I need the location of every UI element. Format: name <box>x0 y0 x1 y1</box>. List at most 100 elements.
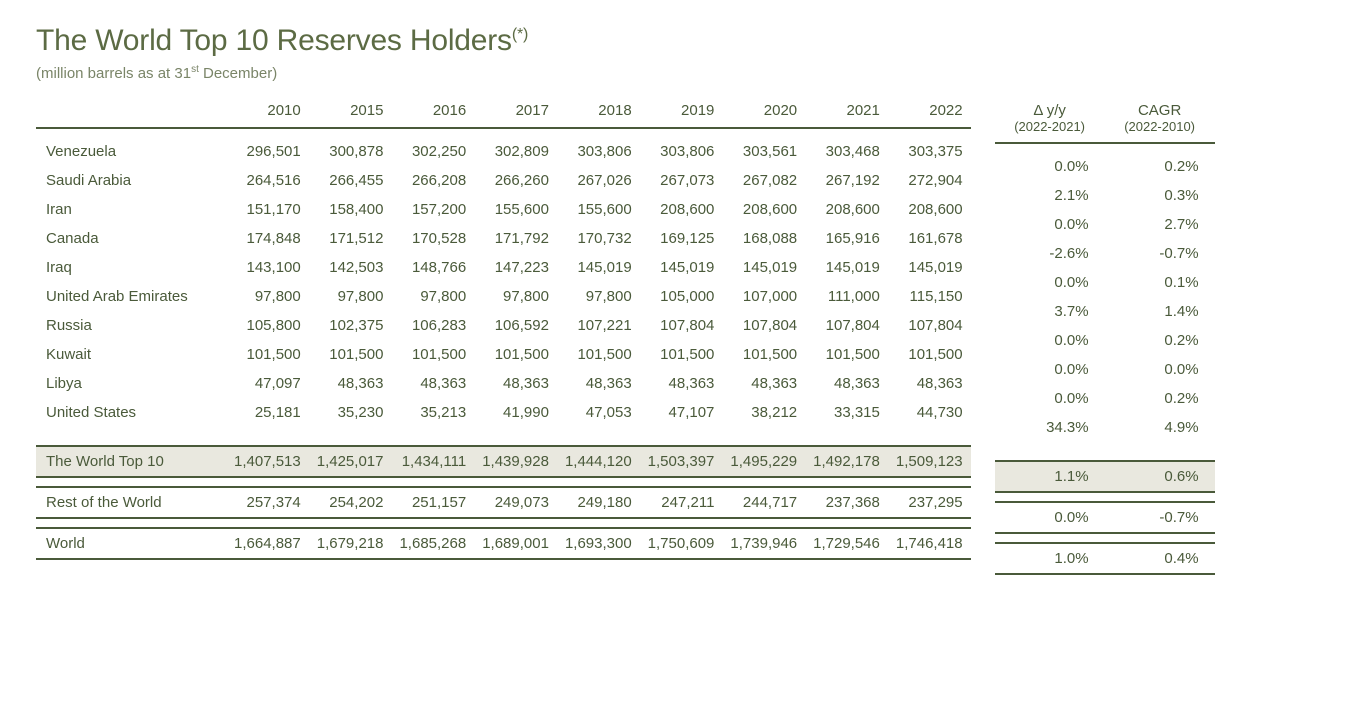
value-cell: 111,000 <box>805 282 888 311</box>
value-cell: 35,213 <box>391 398 474 427</box>
value-cell: 101,500 <box>805 340 888 369</box>
reserves-table: 2010 2015 2016 2017 2018 2019 2020 2021 … <box>36 96 971 560</box>
value-cell: 145,019 <box>805 253 888 282</box>
delta-cell: 3.7% <box>995 297 1105 326</box>
col-cagr: CAGR (2022-2010) <box>1105 96 1215 143</box>
value-cell: 1,407,513 <box>226 446 309 477</box>
col-year: 2019 <box>640 96 723 128</box>
col-year: 2022 <box>888 96 971 128</box>
value-cell: 101,500 <box>640 340 723 369</box>
stats-row: 2.1%0.3% <box>995 181 1215 210</box>
value-cell: 38,212 <box>722 398 805 427</box>
delta-cell: 0.0% <box>995 143 1105 181</box>
header-row: 2010 2015 2016 2017 2018 2019 2020 2021 … <box>36 96 971 128</box>
value-cell: 1,495,229 <box>722 446 805 477</box>
value-cell: 1,746,418 <box>888 528 971 559</box>
value-cell: 1,729,546 <box>805 528 888 559</box>
value-cell: 107,804 <box>888 311 971 340</box>
stats-world: 1.0% 0.4% <box>995 543 1215 574</box>
value-cell: 48,363 <box>805 369 888 398</box>
value-cell: 303,375 <box>888 128 971 166</box>
value-cell: 208,600 <box>888 195 971 224</box>
value-cell: 249,073 <box>474 487 557 518</box>
table-row: Kuwait101,500101,500101,500101,500101,50… <box>36 340 971 369</box>
value-cell: 48,363 <box>557 369 640 398</box>
value-cell: 105,000 <box>640 282 723 311</box>
value-cell: 208,600 <box>640 195 723 224</box>
country-label: Libya <box>36 369 226 398</box>
value-cell: 174,848 <box>226 224 309 253</box>
cagr-cell: 0.1% <box>1105 268 1215 297</box>
country-label: Saudi Arabia <box>36 166 226 195</box>
value-cell: 145,019 <box>557 253 640 282</box>
value-cell: 1,664,887 <box>226 528 309 559</box>
country-label: Canada <box>36 224 226 253</box>
stats-row: 0.0%0.2% <box>995 326 1215 355</box>
value-cell: 48,363 <box>391 369 474 398</box>
cagr-cell: 0.0% <box>1105 355 1215 384</box>
col-delta: Δ y/y (2022-2021) <box>995 96 1105 143</box>
stats-row: 3.7%1.4% <box>995 297 1215 326</box>
table-row: Russia105,800102,375106,283106,592107,22… <box>36 311 971 340</box>
value-cell: 171,792 <box>474 224 557 253</box>
title-text: The World Top 10 Reserves Holders <box>36 24 512 57</box>
cagr-cell: 2.7% <box>1105 210 1215 239</box>
country-label: Iran <box>36 195 226 224</box>
value-cell: 237,368 <box>805 487 888 518</box>
value-cell: 115,150 <box>888 282 971 311</box>
value-cell: 155,600 <box>474 195 557 224</box>
value-cell: 1,434,111 <box>391 446 474 477</box>
country-label: Rest of the World <box>36 487 226 518</box>
value-cell: 170,732 <box>557 224 640 253</box>
value-cell: 303,806 <box>557 128 640 166</box>
value-cell: 249,180 <box>557 487 640 518</box>
delta-cell: 0.0% <box>995 326 1105 355</box>
value-cell: 44,730 <box>888 398 971 427</box>
value-cell: 101,500 <box>722 340 805 369</box>
value-cell: 97,800 <box>557 282 640 311</box>
value-cell: 41,990 <box>474 398 557 427</box>
title-footnote: (*) <box>512 26 528 43</box>
value-cell: 107,221 <box>557 311 640 340</box>
value-cell: 266,260 <box>474 166 557 195</box>
value-cell: 157,200 <box>391 195 474 224</box>
cagr-cell: 4.9% <box>1105 413 1215 442</box>
delta-cell: 0.0% <box>995 355 1105 384</box>
table-row: Saudi Arabia264,516266,455266,208266,260… <box>36 166 971 195</box>
value-cell: 151,170 <box>226 195 309 224</box>
table-row: Canada174,848171,512170,528171,792170,73… <box>36 224 971 253</box>
col-year: 2020 <box>722 96 805 128</box>
value-cell: 165,916 <box>805 224 888 253</box>
value-cell: 169,125 <box>640 224 723 253</box>
value-cell: 35,230 <box>309 398 392 427</box>
value-cell: 170,528 <box>391 224 474 253</box>
col-year: 2015 <box>309 96 392 128</box>
value-cell: 1,689,001 <box>474 528 557 559</box>
stats-row: 0.0%0.0% <box>995 355 1215 384</box>
value-cell: 48,363 <box>640 369 723 398</box>
delta-cell: 34.3% <box>995 413 1105 442</box>
col-year: 2018 <box>557 96 640 128</box>
value-cell: 1,750,609 <box>640 528 723 559</box>
delta-cell: 0.0% <box>995 384 1105 413</box>
stats-row: -2.6%-0.7% <box>995 239 1215 268</box>
value-cell: 105,800 <box>226 311 309 340</box>
value-cell: 142,503 <box>309 253 392 282</box>
value-cell: 296,501 <box>226 128 309 166</box>
value-cell: 1,439,928 <box>474 446 557 477</box>
country-label: Iraq <box>36 253 226 282</box>
value-cell: 1,492,178 <box>805 446 888 477</box>
stats-row: 0.0%2.7% <box>995 210 1215 239</box>
page-title: The World Top 10 Reserves Holders(*) <box>36 24 1332 58</box>
row-rest: Rest of the World257,374254,202251,15724… <box>36 487 971 518</box>
value-cell: 1,444,120 <box>557 446 640 477</box>
value-cell: 25,181 <box>226 398 309 427</box>
value-cell: 102,375 <box>309 311 392 340</box>
value-cell: 97,800 <box>391 282 474 311</box>
cagr-cell: 0.3% <box>1105 181 1215 210</box>
value-cell: 161,678 <box>888 224 971 253</box>
delta-cell: 0.0% <box>995 502 1105 533</box>
value-cell: 48,363 <box>722 369 805 398</box>
value-cell: 237,295 <box>888 487 971 518</box>
value-cell: 244,717 <box>722 487 805 518</box>
